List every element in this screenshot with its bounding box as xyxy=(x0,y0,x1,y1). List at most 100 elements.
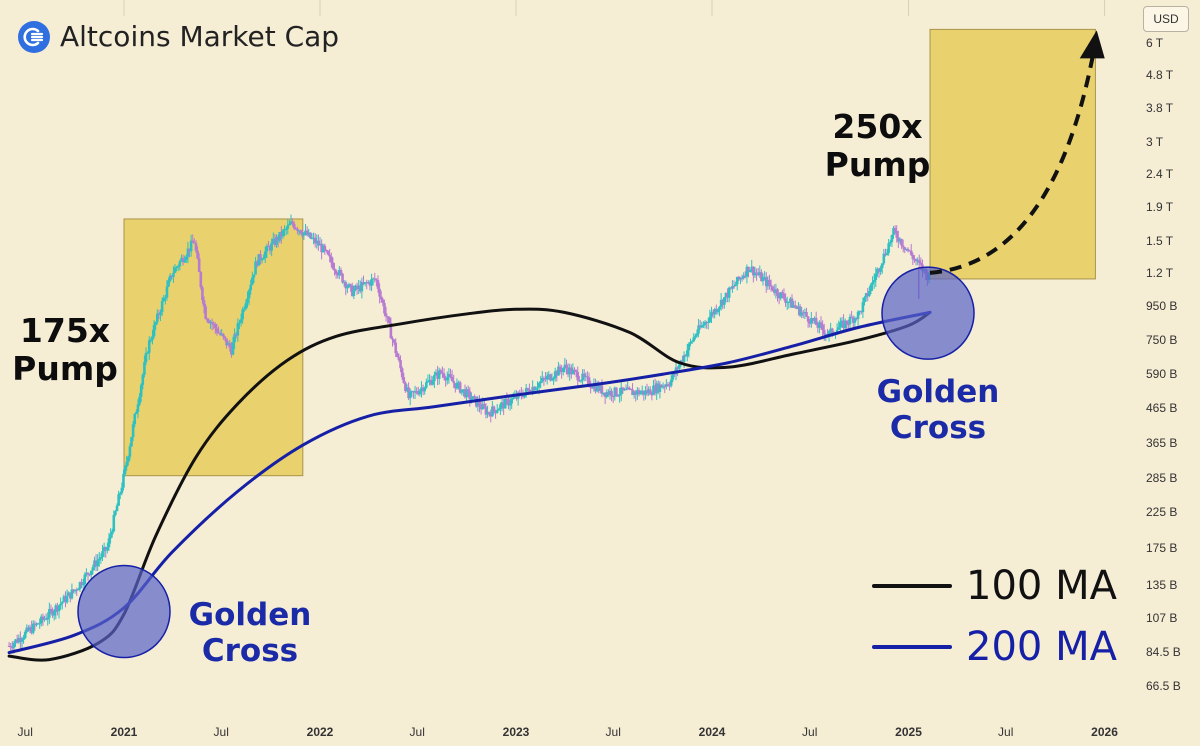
legend-line-ma100 xyxy=(872,584,952,588)
candle-down xyxy=(213,323,217,329)
candle-up xyxy=(481,404,485,410)
candle-down xyxy=(75,589,79,591)
candle-up xyxy=(718,306,721,310)
candle-down xyxy=(449,374,452,377)
candle-up xyxy=(837,327,841,330)
candle-up xyxy=(713,309,716,315)
candle-down xyxy=(333,268,336,271)
pump-multiplier: 175x xyxy=(19,311,111,350)
candle-up xyxy=(315,240,319,244)
candle-up xyxy=(28,627,32,631)
candle-up xyxy=(297,230,301,232)
candle-up xyxy=(12,643,16,648)
candle-up xyxy=(133,413,137,425)
candle-up xyxy=(242,308,246,310)
candle-up xyxy=(871,282,874,285)
candle-down xyxy=(299,230,302,234)
candle-up xyxy=(115,505,119,512)
candle-up xyxy=(669,379,673,386)
candle-down xyxy=(197,258,201,272)
candle-up xyxy=(568,367,571,375)
candle-up xyxy=(371,278,375,280)
candle-up xyxy=(109,534,112,539)
candle-down xyxy=(268,246,272,251)
candle-up xyxy=(220,333,224,335)
candle-down xyxy=(402,377,406,383)
candle-up xyxy=(613,387,617,397)
price-axis[interactable]: 6 T 4.8 T 3.8 T 3 T 2.4 T 1.9 T 1.5 T 1.2 T 950 … xyxy=(1146,36,1181,693)
candle-down xyxy=(582,373,586,378)
candle-down xyxy=(463,389,467,398)
candle-down xyxy=(358,285,362,292)
candle-up xyxy=(758,272,762,276)
candle-up xyxy=(898,239,902,242)
candle-up xyxy=(861,302,865,313)
candle-down xyxy=(777,295,781,299)
candle-down xyxy=(494,410,497,413)
candle-down xyxy=(27,627,30,631)
candle-up xyxy=(868,291,871,296)
candle-down xyxy=(566,368,570,375)
y-tick-label: 590 B xyxy=(1146,367,1177,381)
candle-up xyxy=(445,377,449,381)
candle-down xyxy=(300,233,304,236)
candle-up xyxy=(792,305,795,308)
candle-down xyxy=(917,260,921,263)
candle-up xyxy=(101,551,104,558)
candle-down xyxy=(487,411,491,414)
candle-down xyxy=(201,287,204,301)
candle-down xyxy=(919,262,923,265)
legend-ma100: 100 MA xyxy=(872,563,1117,609)
time-axis[interactable]: Jul 2021 Jul 2022 Jul 2023 Jul 2024 Jul 2025 Jul 20… xyxy=(18,725,1119,739)
golden-cross-circle-2 xyxy=(881,266,975,360)
currency-button[interactable]: USD xyxy=(1143,6,1189,32)
candle-up xyxy=(426,381,430,383)
candle-up xyxy=(31,623,35,633)
candle-down xyxy=(611,396,615,398)
candle-down xyxy=(170,275,174,278)
candle-down xyxy=(628,387,631,389)
candle-down xyxy=(379,296,383,300)
candle-up xyxy=(180,258,183,262)
candle-up xyxy=(813,317,816,321)
golden-cross-circle-1 xyxy=(77,564,171,659)
candle-down xyxy=(225,338,228,346)
candle-up xyxy=(420,387,423,391)
candle-up xyxy=(73,589,77,592)
candle-down xyxy=(415,390,418,393)
candle-down xyxy=(528,389,531,393)
candle-up xyxy=(690,341,694,343)
x-tick-label: Jul xyxy=(606,725,621,739)
x-tick-label: 2025 xyxy=(895,725,922,739)
candle-down xyxy=(368,282,372,286)
candle-up xyxy=(35,623,38,626)
candle-down xyxy=(255,261,259,266)
candle-up xyxy=(189,240,193,252)
candle-up xyxy=(710,312,713,317)
candle-up xyxy=(636,390,639,395)
candle-down xyxy=(845,320,849,325)
candle-up xyxy=(892,228,895,236)
candle-down xyxy=(429,379,433,385)
candle-down xyxy=(576,372,580,381)
y-tick-label: 3 T xyxy=(1146,135,1164,149)
candle-up xyxy=(876,268,879,274)
candle-up xyxy=(592,384,596,389)
y-tick-label: 1.5 T xyxy=(1146,234,1174,248)
candle-down xyxy=(375,279,378,281)
y-tick-label: 3.8 T xyxy=(1146,101,1174,115)
candle-down xyxy=(624,389,628,391)
candle-up xyxy=(262,257,265,260)
candle-up xyxy=(557,366,560,376)
candle-down xyxy=(502,402,505,409)
candle-up xyxy=(563,364,567,369)
candle-up xyxy=(118,493,122,495)
candle-up xyxy=(885,252,889,255)
candle-up xyxy=(418,390,422,395)
candle-down xyxy=(615,387,618,396)
candle-down xyxy=(549,374,552,381)
candle-down xyxy=(416,392,420,395)
candle-down xyxy=(645,390,649,394)
candle-down xyxy=(771,286,774,291)
candle-up xyxy=(184,256,188,260)
